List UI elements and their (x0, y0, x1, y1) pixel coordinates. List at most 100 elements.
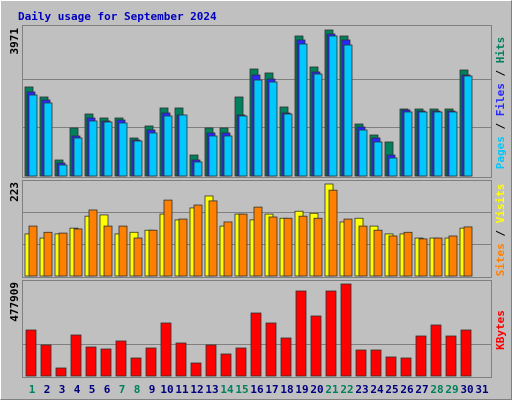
bar (388, 157, 398, 177)
bar (418, 238, 428, 277)
chart-title: Daily usage for September 2024 (18, 10, 217, 23)
bar (133, 140, 143, 177)
x-tick-label: 7 (119, 383, 126, 396)
bar (55, 367, 67, 377)
x-tick-label: 22 (340, 383, 353, 396)
x-tick-label: 6 (104, 383, 111, 396)
legend-entry: Hits (494, 37, 507, 64)
bar (43, 231, 53, 277)
bar (250, 312, 262, 377)
bar (238, 115, 248, 177)
bar (325, 290, 337, 377)
bar (433, 237, 443, 277)
legend-entry: Pages (494, 136, 507, 169)
y-tick-label: 223 (8, 182, 21, 202)
bar (148, 229, 158, 277)
x-tick-label: 3 (59, 383, 66, 396)
legend-entry: Visits (494, 184, 507, 224)
bar (433, 111, 443, 177)
bar (190, 362, 202, 377)
x-tick-label: 15 (235, 383, 248, 396)
x-tick-label: 28 (430, 383, 443, 396)
x-tick-label: 5 (89, 383, 96, 396)
x-tick-label: 11 (175, 383, 189, 396)
bar (175, 342, 187, 377)
x-tick-label: 26 (400, 383, 414, 396)
bar (148, 132, 158, 177)
bar (223, 135, 233, 177)
bar (268, 81, 278, 177)
bar (283, 113, 293, 177)
x-tick-label: 14 (220, 383, 234, 396)
bar (58, 164, 68, 177)
bar (163, 115, 173, 177)
x-tick-label: 25 (385, 383, 398, 396)
bar (160, 322, 172, 377)
bar (328, 189, 338, 277)
bar (85, 346, 97, 377)
x-tick-label: 1 (29, 383, 36, 396)
bar (415, 335, 427, 377)
bar (418, 111, 428, 177)
bar (343, 44, 353, 177)
bar (373, 141, 383, 177)
x-tick-label: 9 (149, 383, 156, 396)
y-tick-label: 477909 (8, 282, 21, 322)
bar (40, 344, 52, 377)
bar (283, 217, 293, 277)
bar (58, 232, 68, 277)
bar (388, 235, 398, 277)
bar (118, 225, 128, 277)
bar (103, 225, 113, 277)
legend-entry: KBytes (494, 310, 507, 350)
x-tick-label: 4 (74, 383, 81, 396)
bar (448, 111, 458, 177)
legend: Sites / Visits (494, 184, 507, 277)
bar (25, 329, 37, 377)
bar (145, 347, 157, 377)
bar (130, 357, 142, 377)
x-tick-label: 20 (310, 383, 323, 396)
x-tick-label: 29 (445, 383, 458, 396)
x-tick-label: 19 (295, 383, 308, 396)
bar (358, 129, 368, 177)
legend-separator: / (494, 116, 507, 136)
x-tick-label: 31 (475, 383, 489, 396)
bar (358, 225, 368, 277)
legend: Pages / Files / Hits (494, 37, 507, 170)
bar (298, 215, 308, 277)
x-tick-label: 2 (44, 383, 51, 396)
bar (43, 102, 53, 177)
bar (88, 120, 98, 177)
legend: KBytes (494, 310, 507, 350)
bar (178, 218, 188, 277)
bar (193, 161, 203, 177)
bar (70, 334, 82, 377)
bar (220, 353, 232, 377)
bar (238, 213, 248, 277)
bar (355, 349, 367, 377)
bar (313, 217, 323, 277)
bar (370, 349, 382, 377)
bar (403, 111, 413, 177)
bar (205, 344, 217, 377)
x-tick-label: 18 (280, 383, 293, 396)
bar (403, 231, 413, 277)
x-tick-label: 12 (190, 383, 203, 396)
bar (133, 237, 143, 277)
bar (178, 114, 188, 177)
legend-separator: / (494, 63, 507, 83)
bar (340, 283, 352, 377)
x-tick-label: 13 (205, 383, 218, 396)
bar (430, 324, 442, 377)
x-tick-label: 16 (250, 383, 264, 396)
bar (73, 228, 83, 277)
bar (310, 315, 322, 377)
x-tick-label: 10 (160, 383, 173, 396)
bar (463, 75, 473, 177)
bar (28, 94, 38, 177)
bar (193, 204, 203, 277)
bar (73, 137, 83, 177)
bar (115, 340, 127, 377)
x-tick-label: 8 (134, 383, 141, 396)
